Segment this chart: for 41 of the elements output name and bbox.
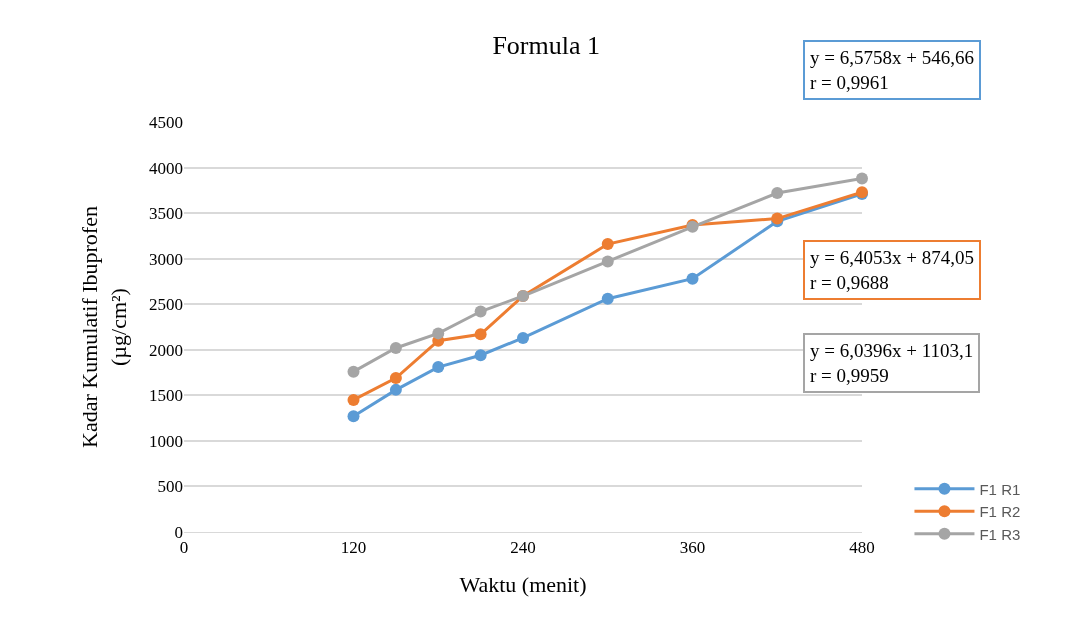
y-axis-title: Kadar Kumulatif Ibuprofen (µg/cm²) xyxy=(77,206,131,448)
point xyxy=(686,272,699,285)
y-tick-label: 2000 xyxy=(149,340,183,360)
point xyxy=(474,328,487,341)
x-tick-label: 480 xyxy=(849,538,875,558)
point xyxy=(347,365,360,378)
point xyxy=(347,410,360,423)
point xyxy=(432,361,445,374)
chart-title: Formula 1 xyxy=(492,31,601,61)
point xyxy=(347,393,360,406)
point xyxy=(389,372,402,385)
y-tick-label: 1500 xyxy=(149,386,183,406)
point xyxy=(432,327,445,340)
point xyxy=(601,255,614,268)
y-tick-label: 1000 xyxy=(149,431,183,451)
legend-label: F1 R2 xyxy=(979,503,1021,521)
annotation: y = 6,0396x + 1103,1 r = 0,9959 xyxy=(810,340,974,386)
text: y = 6,5758x + 546,66 r = 0,9961 xyxy=(810,47,974,93)
point xyxy=(771,187,784,200)
point xyxy=(474,349,487,362)
point xyxy=(601,292,614,305)
y-tick-label: 3500 xyxy=(149,204,183,224)
point xyxy=(601,238,614,251)
y-tick-label: 2500 xyxy=(149,295,183,315)
y-tick-label: 500 xyxy=(157,477,183,497)
x-axis-title: Waktu (menit) xyxy=(459,572,587,598)
point xyxy=(389,383,402,396)
y-tick-label: 4000 xyxy=(149,158,183,178)
x-tick-label: 240 xyxy=(510,538,536,558)
y-tick-label: 4500 xyxy=(149,112,183,132)
point xyxy=(517,331,529,344)
point xyxy=(389,341,402,354)
point xyxy=(474,305,487,318)
legend-label: F1 R3 xyxy=(979,525,1021,543)
legend-label: F1 R1 xyxy=(979,480,1021,498)
x-tick-label: 120 xyxy=(340,538,367,558)
x-tick-label: 360 xyxy=(679,538,706,558)
y-tick-label: 3000 xyxy=(149,249,183,269)
point xyxy=(856,172,868,185)
y-tick-label: 0 xyxy=(174,522,183,542)
annotation: y = 6,4053x + 874,05 r = 0,9688 xyxy=(810,247,974,293)
